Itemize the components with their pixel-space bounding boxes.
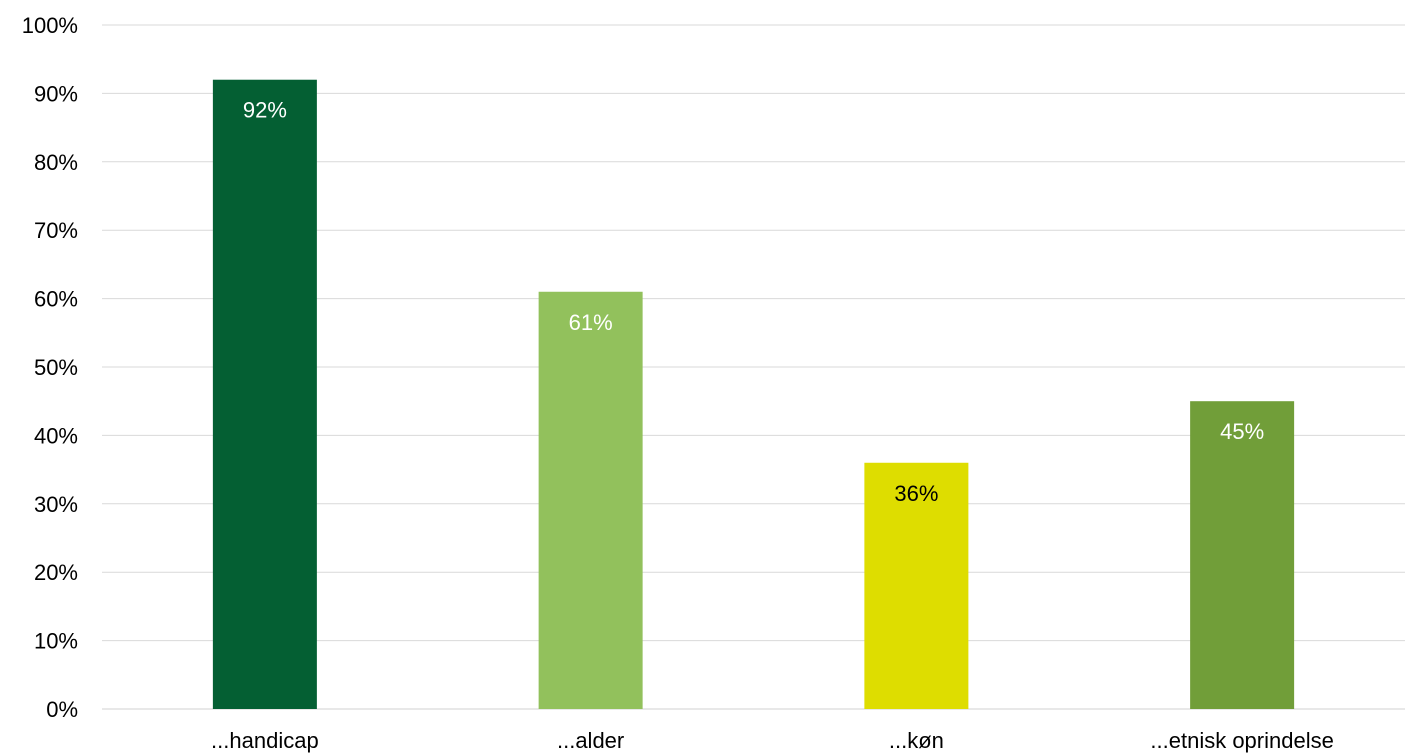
category-label: ...handicap: [211, 728, 319, 753]
y-tick-label: 30%: [34, 492, 78, 517]
y-tick-label: 90%: [34, 81, 78, 106]
y-axis-tick-labels: 0% 10% 20% 30% 40% 50% 60% 70% 80% 90% 100%: [22, 13, 78, 722]
y-tick-label: 0%: [46, 697, 78, 722]
gridlines: [102, 24, 1405, 710]
y-tick-label: 50%: [34, 355, 78, 380]
y-tick-label: 70%: [34, 218, 78, 243]
category-label: ...etnisk oprindelse: [1150, 728, 1333, 753]
data-label: 36%: [894, 481, 938, 506]
y-tick-label: 20%: [34, 560, 78, 585]
bar: [1190, 401, 1295, 709]
category-label: ...køn: [889, 728, 944, 753]
y-tick-label: 40%: [34, 423, 78, 448]
data-label: 45%: [1220, 419, 1264, 444]
x-axis-category-labels: ...handicap ...alder ...køn ...etnisk oprin…: [211, 728, 1334, 753]
bar: [864, 462, 969, 709]
bar: [212, 79, 317, 710]
bars: [212, 79, 1295, 710]
bar: [538, 291, 643, 709]
data-label: 92%: [243, 98, 287, 123]
data-label: 61%: [569, 310, 613, 335]
y-tick-label: 60%: [34, 287, 78, 312]
category-label: ...alder: [557, 728, 624, 753]
y-tick-label: 80%: [34, 150, 78, 175]
y-tick-label: 100%: [22, 13, 78, 38]
y-tick-label: 10%: [34, 629, 78, 654]
data-labels: 92% 61% 36% 45%: [243, 98, 1264, 506]
